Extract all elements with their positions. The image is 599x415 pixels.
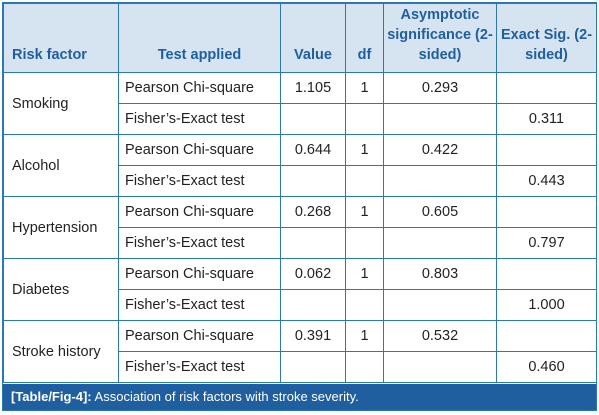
asymptotic-cell	[383, 351, 497, 383]
exact-cell	[496, 72, 597, 104]
df-cell	[345, 165, 384, 197]
test-cell: Fisher’s-Exact test	[118, 227, 281, 259]
exact-cell: 1.000	[496, 289, 597, 321]
table-header-row: Risk factor Test applied Value df Asympt…	[3, 3, 597, 73]
exact-cell	[496, 134, 597, 166]
value-cell: 0.062	[280, 258, 346, 290]
df-cell: 1	[345, 320, 384, 352]
table-figure: Risk factor Test applied Value df Asympt…	[2, 2, 597, 411]
risk-factor-cell: Hypertension	[3, 196, 119, 259]
exact-cell	[496, 320, 597, 352]
risk-factor-cell: Alcohol	[3, 134, 119, 197]
value-cell	[280, 289, 346, 321]
asymptotic-cell: 0.532	[383, 320, 497, 352]
table-row: Diabetes Pearson Chi-square 0.062 1 0.80…	[3, 258, 597, 321]
test-cell: Pearson Chi-square	[118, 196, 281, 228]
header-exact-sig: Exact Sig. (2-sided)	[496, 3, 597, 73]
df-cell: 1	[345, 134, 384, 166]
test-cell: Fisher’s-Exact test	[118, 165, 281, 197]
risk-factor-cell: Stroke history	[3, 320, 119, 383]
value-cell	[280, 351, 346, 383]
table-row: Fisher’s-Exact test 0.311	[4, 103, 597, 135]
df-cell	[345, 289, 384, 321]
risk-factor-table: Risk factor Test applied Value df Asympt…	[3, 3, 597, 383]
exact-cell	[496, 196, 597, 228]
header-test-applied: Test applied	[118, 3, 281, 73]
risk-factor-cell: Smoking	[3, 72, 119, 135]
asymptotic-cell	[383, 103, 497, 135]
df-cell: 1	[345, 258, 384, 290]
df-cell: 1	[345, 72, 384, 104]
test-cell: Pearson Chi-square	[118, 258, 281, 290]
asymptotic-cell	[383, 165, 497, 197]
header-asymptotic-significance: Asymptotic significance (2-sided)	[383, 3, 497, 73]
table-row: Stroke history Pearson Chi-square 0.391 …	[3, 320, 597, 383]
test-cell: Fisher’s-Exact test	[118, 351, 281, 383]
header-df: df	[345, 3, 384, 73]
table-row: Fisher’s-Exact test 0.797	[4, 227, 597, 259]
asymptotic-cell: 0.605	[383, 196, 497, 228]
value-cell: 0.644	[280, 134, 346, 166]
table-row: Hypertension Pearson Chi-square 0.268 1 …	[3, 196, 597, 259]
table-row: Smoking Pearson Chi-square 1.105 1 0.293	[3, 72, 597, 135]
asymptotic-cell: 0.422	[383, 134, 497, 166]
value-cell: 0.268	[280, 196, 346, 228]
exact-cell: 0.311	[496, 103, 597, 135]
header-value: Value	[280, 3, 346, 73]
test-cell: Fisher’s-Exact test	[118, 289, 281, 321]
risk-factor-cell: Diabetes	[3, 258, 119, 321]
exact-cell: 0.443	[496, 165, 597, 197]
caption-label: [Table/Fig-4]:	[11, 389, 92, 404]
asymptotic-cell: 0.803	[383, 258, 497, 290]
table-row: Alcohol Pearson Chi-square 0.644 1 0.422	[3, 134, 597, 197]
df-cell	[345, 227, 384, 259]
df-cell	[345, 103, 384, 135]
test-cell: Pearson Chi-square	[118, 320, 281, 352]
asymptotic-cell: 0.293	[383, 72, 497, 104]
asymptotic-cell	[383, 227, 497, 259]
value-cell: 0.391	[280, 320, 346, 352]
value-cell: 1.105	[280, 72, 346, 104]
test-cell: Fisher’s-Exact test	[118, 103, 281, 135]
test-cell: Pearson Chi-square	[118, 72, 281, 104]
exact-cell: 0.797	[496, 227, 597, 259]
value-cell	[280, 103, 346, 135]
df-cell: 1	[345, 196, 384, 228]
value-cell	[280, 165, 346, 197]
asymptotic-cell	[383, 289, 497, 321]
header-risk-factor: Risk factor	[3, 3, 119, 73]
table-row: Fisher’s-Exact test 0.460	[4, 351, 597, 383]
table-caption: [Table/Fig-4]: Association of risk facto…	[3, 384, 596, 410]
test-cell: Pearson Chi-square	[118, 134, 281, 166]
value-cell	[280, 227, 346, 259]
df-cell	[345, 351, 384, 383]
caption-text: Association of risk factors with stroke …	[94, 389, 359, 404]
exact-cell	[496, 258, 597, 290]
exact-cell: 0.460	[496, 351, 597, 383]
